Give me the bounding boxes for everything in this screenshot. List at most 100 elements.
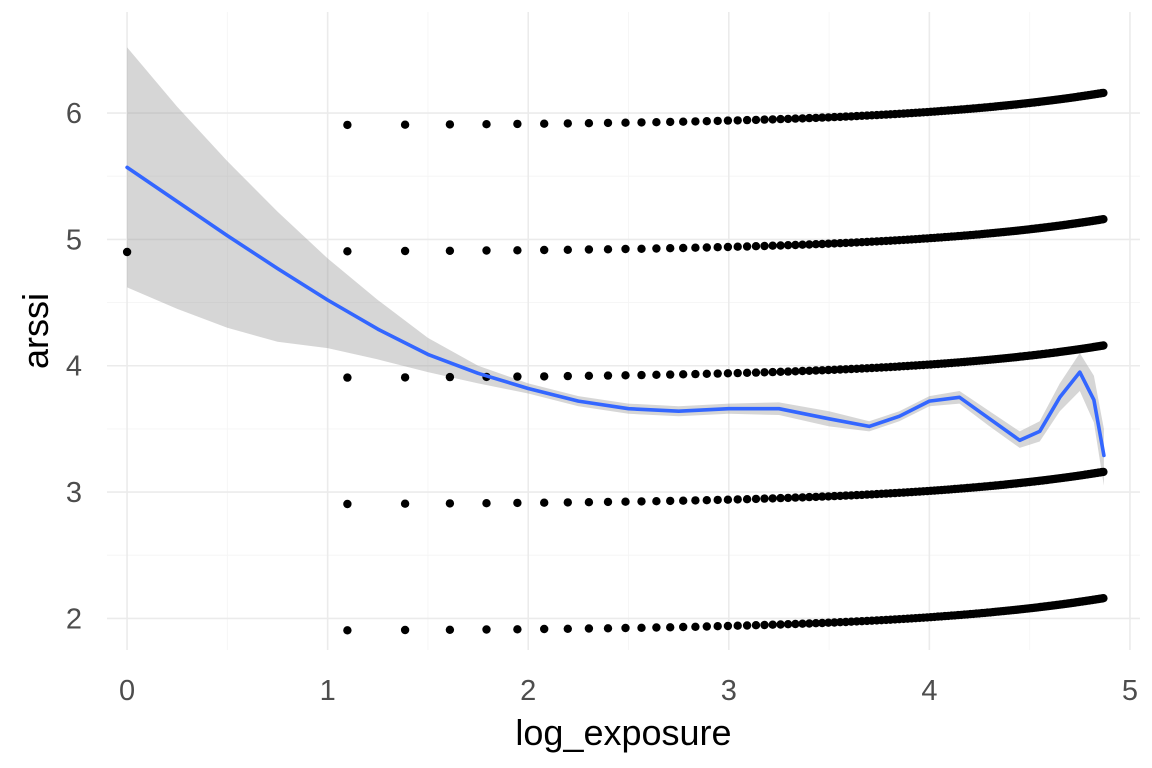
scatter-point — [791, 619, 800, 629]
scatter-point — [791, 493, 800, 502]
scatter-point — [824, 492, 833, 501]
scatter-point — [652, 244, 661, 253]
scatter-point — [679, 117, 688, 126]
scatter-point — [652, 623, 661, 632]
scatter-point — [679, 622, 688, 632]
scatter-point — [723, 242, 733, 252]
scatter-point — [445, 246, 455, 255]
scatter-point — [540, 119, 549, 128]
scatter-point — [343, 373, 352, 382]
y-tick-label: 6 — [66, 98, 82, 130]
scatter-point — [760, 241, 769, 251]
x-axis-title: log_exposure — [515, 712, 731, 753]
scatter-point — [482, 246, 491, 255]
smooth-line — [125, 165, 1106, 458]
y-tick-label: 4 — [66, 351, 82, 383]
scatter-point — [603, 371, 613, 380]
scatter-point — [1099, 594, 1108, 603]
scatter-point — [818, 366, 827, 375]
scatter-point — [805, 113, 814, 123]
scatter-point — [713, 495, 722, 505]
scatter-point — [798, 240, 807, 249]
scatter-point — [400, 499, 410, 508]
scatter-point — [760, 368, 769, 377]
scatter-point — [563, 119, 572, 128]
scatter-point — [723, 621, 733, 631]
scatter-point — [1099, 88, 1108, 98]
scatter-point — [760, 115, 769, 124]
scatter-point — [400, 120, 410, 129]
scatter-points — [122, 88, 1108, 635]
scatter-point — [811, 113, 821, 123]
scatter-point — [445, 372, 455, 382]
scatter-point — [713, 369, 722, 378]
scatter-point — [540, 372, 549, 381]
scatter-point — [811, 366, 821, 375]
scatter-point — [637, 244, 646, 253]
scatter-point — [723, 116, 733, 125]
scatter-point — [751, 494, 761, 504]
scatter-point — [742, 242, 752, 251]
scatter-point — [805, 492, 814, 502]
scatter-point — [343, 120, 352, 130]
y-tick-label: 5 — [66, 224, 82, 256]
scatter-point — [563, 371, 572, 381]
scatter-point — [751, 368, 761, 377]
y-tick-label: 2 — [66, 603, 82, 635]
scatter-point — [666, 370, 675, 379]
x-tick-label: 1 — [320, 675, 336, 707]
scatter-point — [783, 620, 793, 629]
scatter-point — [584, 119, 594, 128]
scatter-point — [798, 366, 807, 376]
scatter-point — [540, 624, 549, 634]
scatter-point — [445, 120, 455, 129]
scatter-point — [783, 367, 793, 376]
scatter-point — [723, 495, 733, 504]
scatter-point — [742, 495, 752, 504]
scatter-point — [733, 116, 742, 125]
scatter-point — [702, 243, 711, 252]
scatter-point — [603, 497, 613, 507]
scatter-point — [768, 115, 777, 124]
scatter-point — [824, 365, 833, 375]
scatter-point — [798, 114, 807, 123]
scatter-point — [666, 117, 675, 127]
scatter-point — [751, 115, 761, 125]
scatter-point — [679, 496, 688, 505]
scatter-point — [776, 367, 785, 376]
tick-labels: 0 1 2 3 4 5 2 3 4 5 6 — [66, 98, 1138, 707]
scatter-point — [742, 368, 752, 377]
scatter-point — [691, 369, 700, 379]
scatter-point — [805, 619, 814, 628]
scatter-point — [691, 117, 700, 126]
scatter-point — [513, 498, 522, 508]
scatter-point — [733, 242, 742, 251]
scatter-point — [818, 239, 827, 249]
scatter-point — [733, 368, 742, 378]
scatter-point — [666, 623, 675, 632]
scatter-point — [563, 624, 572, 633]
scatter-point — [691, 496, 700, 505]
scatter-point — [445, 625, 455, 634]
scatter-point — [603, 245, 613, 254]
confidence-band-layer — [127, 47, 1104, 486]
scatter-point — [563, 498, 572, 507]
scatter-point — [768, 241, 777, 250]
scatter-point — [637, 370, 646, 380]
scatter-point — [1099, 341, 1108, 350]
scatter-point — [776, 493, 785, 503]
scatter-point — [811, 619, 821, 628]
scatter-point — [783, 241, 793, 250]
scatter-point — [733, 621, 742, 630]
scatter-point — [805, 366, 814, 375]
scatter-point — [621, 371, 630, 380]
smooth-line-layer — [125, 165, 1106, 458]
scatter-point — [445, 499, 455, 508]
scatter-point — [584, 371, 594, 380]
scatter-point — [482, 499, 491, 508]
scatter-point — [666, 496, 675, 506]
x-tick-label: 5 — [1122, 675, 1138, 707]
scatter-point — [702, 622, 711, 631]
